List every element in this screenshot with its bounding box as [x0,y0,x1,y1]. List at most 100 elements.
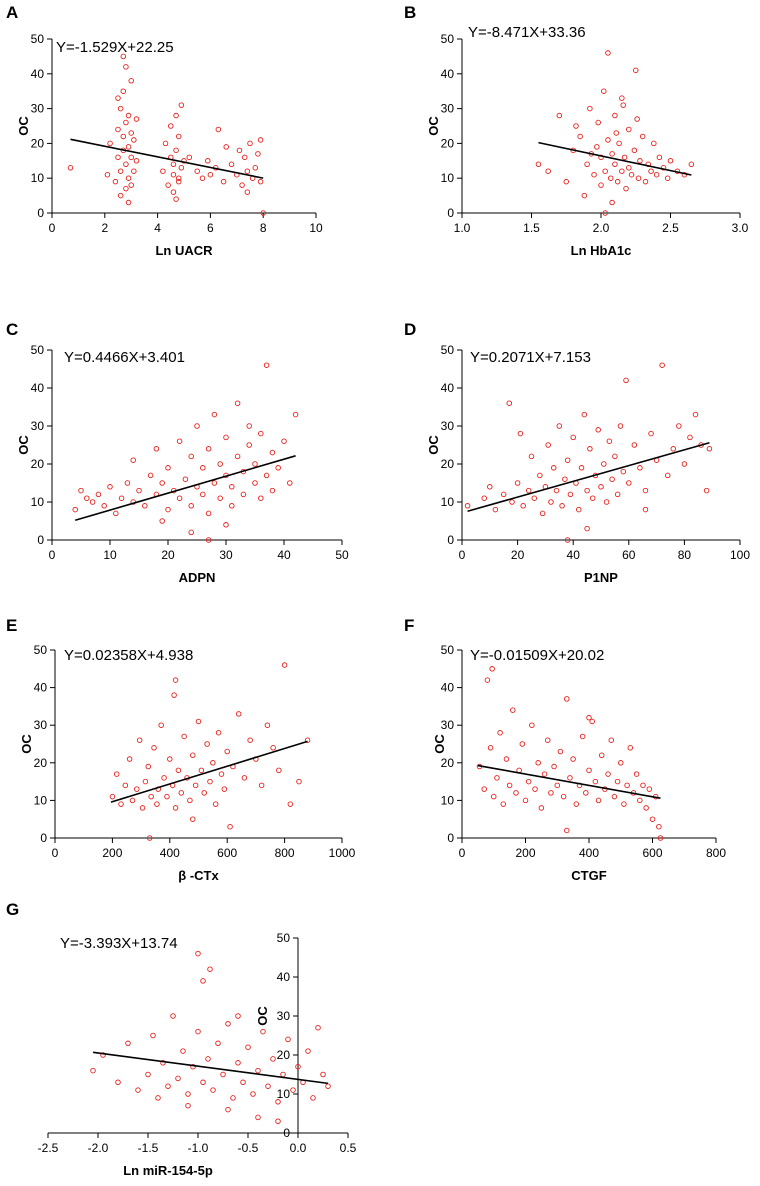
y-tick-label-d: 0 [447,533,454,547]
data-point-d [609,476,615,482]
x-tick-label-d: 0 [459,548,466,562]
data-point-b [648,168,654,174]
panel-d: D 0 20 40 60 80 100 0 10 20 30 40 50 P1NP OC Y=0.2071X+… [404,320,750,585]
data-point-d [492,506,499,513]
y-tick-label-b: 40 [441,67,455,81]
panel-label-g: G [6,900,19,919]
data-point-e [210,760,216,766]
data-point-g [270,1056,276,1062]
data-point-a [162,140,169,147]
data-point-d [642,487,649,494]
data-point-d [528,453,535,460]
x-tick-label-a: 10 [309,221,323,235]
data-point-a [123,64,129,70]
data-point-e [201,790,207,796]
data-point-e [145,763,152,770]
data-point-c [229,484,235,490]
data-point-b [609,199,615,206]
panel-g: G -2.5 -2.0 -1.5 -1.0 -0.5 0.0 0.5 0 10 20 30 40 50 Ln… [6,900,357,1178]
data-point-g [315,1024,321,1031]
y-tick-label-g: 0 [283,1126,290,1140]
x-tick-label-f: 200 [515,846,535,860]
data-point-d [631,442,638,448]
data-point-f [503,756,510,762]
data-point-c [200,491,206,498]
data-point-f [618,760,624,766]
data-point-e [181,733,187,740]
data-point-e [270,745,276,751]
data-point-a [178,102,185,108]
y-tick-label-e: 30 [34,718,48,732]
data-point-a [125,144,132,150]
data-point-a [223,144,229,150]
data-point-c [107,484,113,490]
data-point-f [570,756,576,762]
data-point-b [591,171,597,178]
data-point-b [605,137,611,143]
data-point-f [621,801,627,807]
data-point-d [520,503,526,509]
data-point-e [195,718,202,725]
y-tick-label-f: 20 [441,756,455,770]
data-point-a [123,185,129,192]
data-point-g [275,1118,281,1125]
data-point-c [292,411,299,418]
data-point-a [252,165,259,171]
data-point-c [84,495,90,501]
data-point-f [586,767,592,774]
regression-line-e [110,740,308,803]
data-point-a [165,182,171,188]
y-tick-label-g: 40 [277,970,291,984]
data-point-c [246,423,252,429]
x-tick-label-g: 0.0 [290,1141,307,1155]
panel-label-c: C [6,320,18,339]
x-tick-label-g: 0.5 [340,1141,357,1155]
data-point-a [170,161,177,168]
y-tick-label-a: 30 [31,102,45,116]
data-point-d [578,465,585,471]
data-point-g [90,1067,96,1074]
data-point-a [128,182,134,188]
y-axis-title-f: OC [432,734,447,754]
data-point-a [104,171,111,178]
data-point-b [581,192,588,199]
data-point-c [269,449,276,456]
data-point-a [128,154,134,161]
data-point-g [145,1071,151,1078]
data-point-c [188,529,194,536]
data-point-f [484,677,491,683]
data-point-a [257,178,264,185]
data-point-b [667,158,674,164]
data-point-b [614,178,621,185]
data-point-f [595,797,602,804]
x-tick-label-c: 10 [103,548,117,562]
data-point-b [573,123,579,129]
data-point-a [120,53,127,60]
regression-line-c [74,455,296,522]
panel-label-b: B [404,3,416,22]
data-point-e [126,756,133,762]
panel-f: F 0 200 400 600 800 0 10 20 30 40 50 CTGF OC Y=-0.0150… [404,616,726,883]
data-point-c [281,438,287,444]
data-point-a [123,161,129,168]
regression-equation-e: Y=0.02358X+4.938 [64,647,193,664]
data-point-d [664,472,671,479]
data-point-g [100,1052,106,1058]
y-tick-label-b: 20 [441,136,455,150]
data-point-c [89,499,96,505]
data-point-d [642,506,649,513]
data-point-b [601,88,607,94]
data-point-e [146,835,153,841]
data-point-e [113,771,120,777]
data-point-d [562,476,568,482]
data-point-f [592,778,599,785]
data-point-g [245,1044,251,1050]
data-point-f [481,786,487,792]
x-tick-label-c: 50 [335,548,349,562]
x-tick-label-e: 800 [275,846,295,860]
data-point-g [310,1095,316,1101]
data-point-c [205,537,212,543]
data-point-f [494,775,500,781]
data-point-b [609,151,615,157]
data-point-d [584,487,590,494]
